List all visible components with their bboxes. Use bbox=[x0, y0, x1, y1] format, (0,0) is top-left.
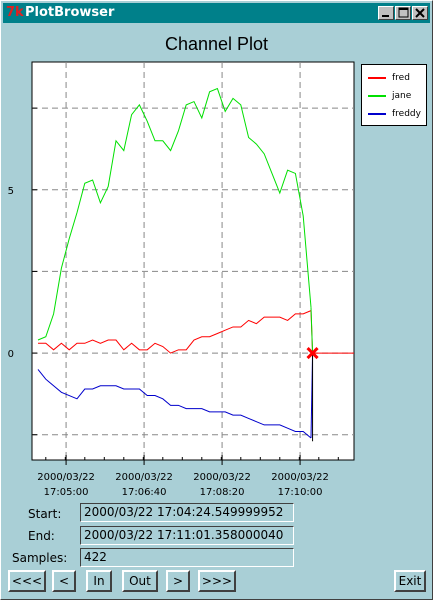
x-tick-date: 2000/03/22 bbox=[115, 472, 173, 483]
end-label: End: bbox=[28, 529, 55, 543]
start-value: 2000/03/22 17:04:24.549999952 bbox=[80, 503, 294, 522]
legend-label: jane bbox=[392, 91, 412, 101]
y-tick-label: 5 bbox=[8, 186, 14, 197]
x-tick-time: 17:06:40 bbox=[122, 487, 167, 498]
series-line-fred bbox=[38, 310, 312, 354]
zoom-in-button[interactable]: In bbox=[86, 570, 112, 592]
legend-swatch bbox=[368, 95, 386, 97]
legend-label: freddy bbox=[392, 109, 421, 119]
samples-value: 422 bbox=[80, 548, 294, 567]
zoom-out-button[interactable]: Out bbox=[122, 570, 158, 592]
window-title: PlotBrowser bbox=[25, 5, 115, 20]
last-button[interactable]: >>> bbox=[198, 570, 236, 592]
plot-area[interactable] bbox=[31, 61, 355, 461]
end-value: 2000/03/22 17:11:01.358000040 bbox=[80, 526, 294, 545]
x-tick-time: 17:10:00 bbox=[278, 487, 323, 498]
close-icon bbox=[415, 8, 425, 18]
legend-item-jane: jane bbox=[366, 89, 424, 103]
series-line-jane bbox=[37, 87, 312, 341]
samples-label: Samples: bbox=[12, 551, 68, 565]
minimize-icon bbox=[382, 15, 389, 17]
plot-legend: fred jane freddy bbox=[361, 64, 427, 126]
maximize-button[interactable] bbox=[395, 6, 411, 20]
title-bar[interactable]: 7k PlotBrowser bbox=[3, 3, 430, 23]
maximize-icon bbox=[398, 7, 409, 18]
x-tick-date: 2000/03/22 bbox=[37, 472, 95, 483]
legend-item-freddy: freddy bbox=[366, 107, 424, 121]
legend-swatch bbox=[368, 77, 386, 79]
x-tick-time: 17:05:00 bbox=[44, 487, 89, 498]
next-button[interactable]: > bbox=[166, 570, 190, 592]
close-button[interactable] bbox=[412, 6, 428, 20]
tk-app-icon[interactable]: 7k bbox=[6, 5, 24, 20]
x-tick-date: 2000/03/22 bbox=[271, 472, 329, 483]
y-tick-label: 0 bbox=[8, 349, 14, 360]
series-line-freddy bbox=[37, 369, 312, 439]
legend-swatch bbox=[368, 113, 386, 115]
previous-button[interactable]: < bbox=[52, 570, 76, 592]
x-tick-time: 17:08:20 bbox=[200, 487, 245, 498]
series-drop-jane bbox=[310, 307, 314, 354]
first-button[interactable]: <<< bbox=[8, 570, 46, 592]
start-label: Start: bbox=[28, 507, 62, 521]
cursor-marker-icon bbox=[306, 347, 319, 360]
x-tick-date: 2000/03/22 bbox=[193, 472, 251, 483]
legend-label: fred bbox=[392, 73, 410, 83]
minimize-button[interactable] bbox=[378, 6, 394, 20]
plot-title: Channel Plot bbox=[164, 34, 269, 54]
exit-button[interactable]: Exit bbox=[394, 570, 426, 592]
legend-item-fred: fred bbox=[366, 71, 424, 85]
